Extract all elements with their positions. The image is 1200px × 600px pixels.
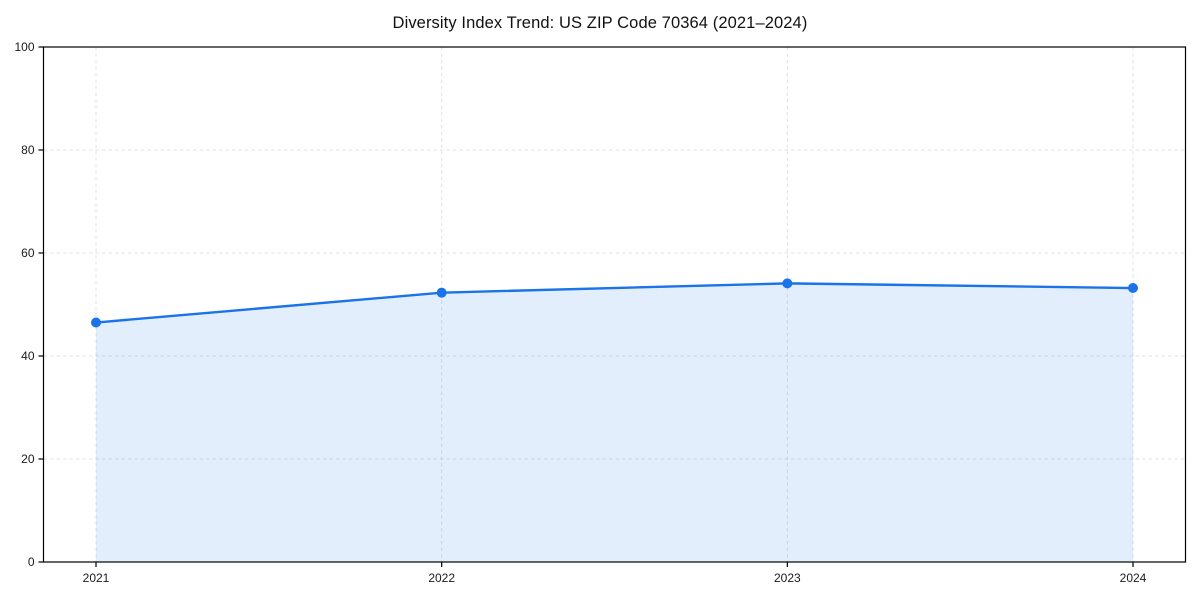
data-point-2023: [782, 278, 793, 289]
axis-spines: [42, 46, 1187, 563]
y-tick-label: 0: [28, 555, 35, 569]
chart-title: Diversity Index Trend: US ZIP Code 70364…: [392, 14, 808, 32]
trend-line: [94, 282, 1135, 324]
x-tick-label: 2021: [83, 571, 110, 585]
y-tick-label: 40: [21, 349, 35, 363]
x-tick-label: 2022: [428, 571, 455, 585]
x-tick-label: 2024: [1120, 571, 1147, 585]
x-tick-label: 2023: [774, 571, 801, 585]
y-tick-label: 60: [21, 246, 35, 260]
data-point-2024: [1128, 283, 1138, 294]
data-point-2021: [91, 317, 101, 328]
y-tick-label: 20: [21, 452, 35, 466]
data-point-2022: [436, 287, 447, 298]
y-tick-label: 100: [14, 40, 34, 54]
y-tick-label: 80: [21, 143, 35, 157]
area-fill: [96, 283, 1133, 562]
